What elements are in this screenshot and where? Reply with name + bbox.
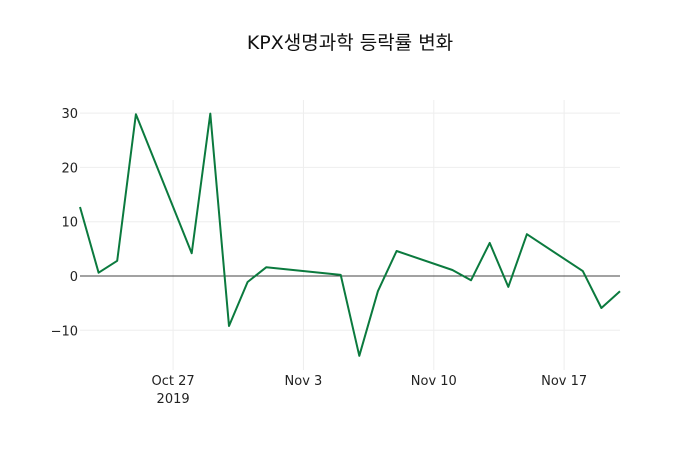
y-tick-label: 10 — [61, 216, 78, 231]
x-tick-label: Nov 10 — [411, 374, 457, 389]
y-tick-label: 0 — [70, 270, 78, 285]
data-line — [79, 112, 621, 357]
y-tick-label: −10 — [51, 324, 78, 339]
x-tick-year-label: 2019 — [157, 392, 190, 407]
x-tick-label: Nov 3 — [285, 374, 323, 389]
grid-lines — [80, 100, 620, 370]
chart-title: KPX생명과학 등락률 변화 — [246, 32, 454, 54]
y-tick-label: 20 — [61, 161, 78, 176]
y-axis: 30 20 10 0 −10 — [51, 107, 78, 339]
y-tick-label: 30 — [61, 107, 78, 122]
x-tick-label: Oct 27 — [152, 374, 195, 389]
x-tick-label: Nov 17 — [541, 374, 587, 389]
x-axis: Oct 27 2019 Nov 3 Nov 10 Nov 17 — [152, 374, 588, 407]
